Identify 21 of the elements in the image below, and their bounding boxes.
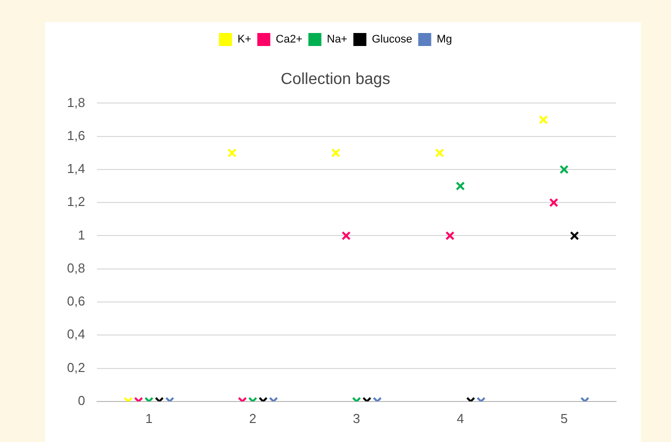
chart-title: Collection bags bbox=[280, 71, 390, 88]
x-tick-label: 4 bbox=[456, 410, 464, 426]
x-tick-label: 3 bbox=[352, 410, 360, 426]
y-tick-label: 0,6 bbox=[66, 294, 86, 309]
x-tick-label: 1 bbox=[145, 410, 153, 426]
legend-label: K+ bbox=[238, 34, 252, 46]
y-tick-label: 1,8 bbox=[66, 94, 86, 110]
legend-label: Glucose bbox=[372, 34, 412, 46]
legend-label: Na+ bbox=[326, 34, 348, 46]
x-tick-label: 2 bbox=[249, 410, 256, 426]
legend-label: Mg bbox=[436, 34, 452, 46]
y-tick-label: 1 bbox=[78, 227, 86, 242]
y-tick-label: 0,8 bbox=[66, 260, 86, 276]
y-tick-label: 1,6 bbox=[66, 128, 86, 143]
x-tick-label: 5 bbox=[560, 410, 568, 426]
y-tick-label: 1,4 bbox=[66, 161, 86, 176]
y-tick-label: 0,2 bbox=[66, 360, 86, 375]
y-tick-label: 1,2 bbox=[66, 194, 86, 210]
y-tick-label: 0,4 bbox=[66, 326, 86, 342]
y-tick-label: 0 bbox=[78, 392, 86, 408]
legend-label: Ca2+ bbox=[276, 34, 302, 46]
